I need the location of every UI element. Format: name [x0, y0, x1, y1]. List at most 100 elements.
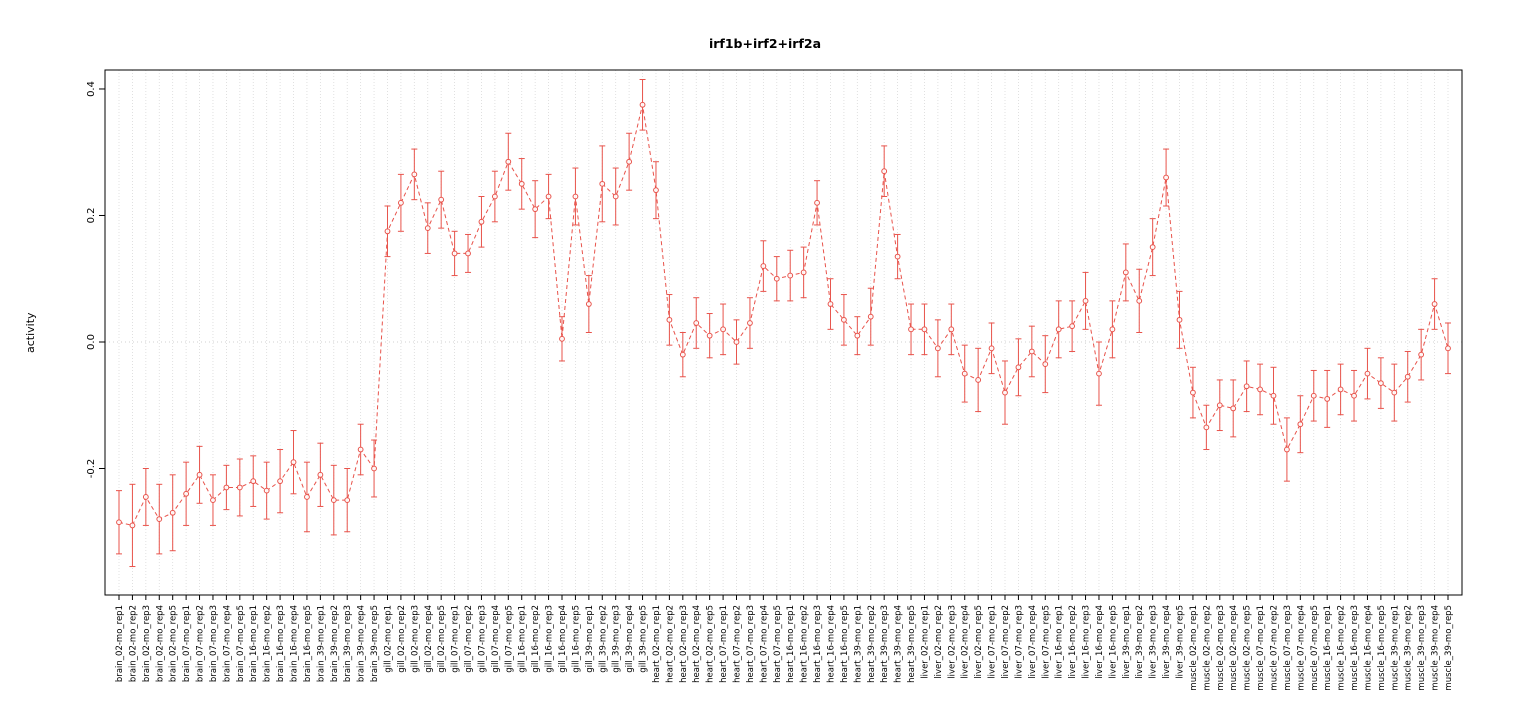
x-tick-label: gill_02-mo_rep2 — [397, 605, 407, 673]
x-tick-label: gill_16-mo_rep3 — [545, 605, 555, 673]
x-tick-label: gill_16-mo_rep2 — [531, 605, 541, 673]
x-tick-label: gill_39-mo_rep3 — [612, 605, 622, 673]
data-point — [1310, 392, 1317, 399]
data-point — [1163, 174, 1169, 181]
x-tick-label: brain_02-mo_rep2 — [128, 605, 138, 682]
x-tick-label: muscle_07-mo_rep3 — [1283, 605, 1293, 691]
x-tick-label: brain_07-mo_rep4 — [222, 605, 232, 682]
data-point — [733, 339, 740, 345]
data-point — [1391, 389, 1398, 396]
x-tick-label: muscle_02-mo_rep5 — [1243, 605, 1253, 691]
x-tick-label: muscle_39-mo_rep1 — [1390, 605, 1400, 691]
error-bars — [116, 78, 1451, 568]
x-tick-label: muscle_07-mo_rep5 — [1310, 605, 1320, 691]
data-point — [438, 196, 445, 203]
y-tick-label: 0.0 — [86, 334, 97, 350]
data-point — [424, 225, 431, 232]
x-tick-label: liver_16-mo_rep3 — [1082, 605, 1092, 679]
data-point — [1042, 361, 1049, 368]
x-tick-label: muscle_02-mo_rep1 — [1189, 605, 1199, 691]
data-point — [1203, 424, 1210, 431]
data-point — [411, 171, 418, 178]
x-tick-label: heart_39-mo_rep3 — [880, 605, 890, 683]
x-tick-label: gill_07-mo_rep2 — [464, 605, 474, 673]
data-point — [223, 484, 230, 491]
data-point — [1096, 370, 1102, 377]
data-point — [1028, 348, 1035, 355]
x-tick-label: muscle_02-mo_rep3 — [1216, 605, 1226, 691]
data-point — [827, 301, 834, 307]
data-point — [626, 158, 633, 165]
data-point — [210, 497, 216, 504]
data-point — [183, 490, 190, 497]
x-tick-label: liver_02-mo_rep2 — [934, 605, 944, 679]
x-tick-label: liver_02-mo_rep3 — [947, 605, 957, 679]
data-point — [961, 370, 968, 377]
x-tick-label: gill_16-mo_rep4 — [558, 605, 568, 673]
data-point — [773, 275, 780, 282]
x-tick-label: muscle_16-mo_rep3 — [1350, 605, 1360, 691]
x-tick-label: muscle_39-mo_rep3 — [1417, 605, 1427, 691]
data-point — [988, 345, 995, 352]
x-tick-label: brain_16-mo_rep3 — [276, 605, 286, 682]
x-tick-label: liver_39-mo_rep4 — [1162, 605, 1172, 679]
data-point — [451, 250, 458, 257]
data-point — [975, 377, 982, 383]
x-tick-label: liver_07-mo_rep3 — [1014, 605, 1024, 679]
x-tick-label: liver_16-mo_rep4 — [1095, 605, 1105, 679]
data-point — [599, 180, 606, 187]
x-tick-label: gill_02-mo_rep3 — [410, 605, 420, 673]
data-point — [585, 301, 592, 307]
data-point — [263, 487, 270, 494]
gridlines — [118, 70, 1449, 595]
x-tick-label: gill_07-mo_rep4 — [491, 605, 501, 673]
data-point — [371, 465, 377, 472]
data-point — [934, 345, 941, 352]
x-tick-label: gill_07-mo_rep1 — [451, 605, 461, 673]
data-point — [854, 332, 861, 339]
x-tick-label: brain_07-mo_rep1 — [182, 605, 192, 682]
x-tick-label: brain_02-mo_rep4 — [155, 605, 165, 682]
data-point — [304, 494, 310, 500]
data-point — [747, 320, 753, 326]
data-point — [1069, 323, 1076, 330]
x-tick-label: muscle_02-mo_rep2 — [1202, 605, 1212, 691]
x-tick-label: brain_39-mo_rep5 — [370, 605, 380, 682]
x-tick-label: heart_02-mo_rep4 — [692, 605, 702, 683]
data-point — [1055, 326, 1062, 333]
x-tick-label: gill_39-mo_rep4 — [625, 605, 635, 673]
data-point — [1082, 297, 1089, 304]
data-point — [787, 272, 794, 279]
x-tick-label: brain_16-mo_rep1 — [249, 605, 259, 682]
x-tick-label: brain_02-mo_rep5 — [169, 605, 179, 682]
y-tick-label: -0.2 — [86, 459, 97, 479]
x-tick-label: gill_02-mo_rep4 — [424, 605, 434, 673]
x-tick-label: brain_39-mo_rep3 — [343, 605, 353, 682]
x-tick-label: liver_39-mo_rep2 — [1135, 605, 1145, 679]
x-tick-label: brain_39-mo_rep1 — [316, 605, 326, 682]
x-tick-label: heart_07-mo_rep3 — [746, 605, 756, 683]
data-point — [760, 263, 767, 269]
x-tick-label: gill_39-mo_rep5 — [639, 605, 649, 673]
data-point — [532, 206, 539, 213]
x-tick-label: brain_07-mo_rep5 — [236, 605, 246, 682]
x-tick-label: muscle_16-mo_rep1 — [1323, 605, 1333, 691]
data-point — [720, 326, 726, 333]
x-tick-label: muscle_39-mo_rep5 — [1444, 605, 1454, 691]
data-points — [116, 101, 1451, 529]
y-tick-label: 0.2 — [86, 208, 97, 224]
data-point — [559, 335, 565, 342]
data-point — [1230, 405, 1237, 412]
x-tick-label: brain_16-mo_rep5 — [303, 605, 313, 682]
x-tick-label: gill_02-mo_rep1 — [383, 605, 393, 673]
data-point — [1324, 396, 1331, 402]
data-point — [1216, 402, 1223, 409]
data-point — [142, 494, 149, 500]
x-tick-label: heart_39-mo_rep1 — [853, 605, 863, 683]
data-point — [518, 180, 525, 187]
x-tick-label: heart_07-mo_rep4 — [759, 605, 769, 683]
data-point — [169, 509, 176, 516]
x-tick-label: muscle_02-mo_rep4 — [1229, 605, 1239, 691]
data-point — [398, 199, 404, 206]
x-tick-label: gill_39-mo_rep2 — [598, 605, 608, 673]
